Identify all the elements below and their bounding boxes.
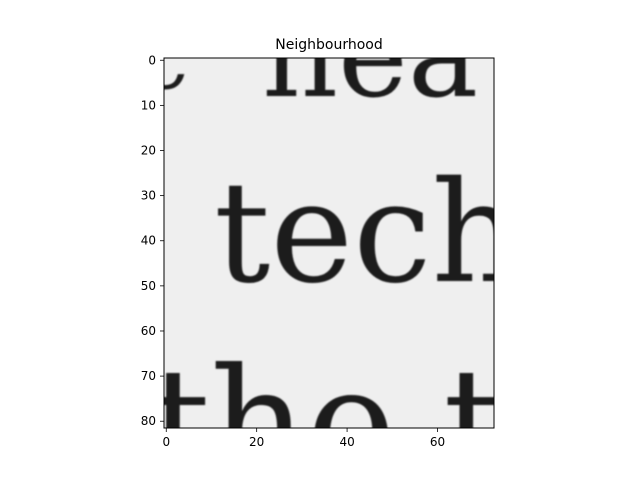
x-tick-label: 60	[430, 435, 445, 449]
image-background	[164, 58, 494, 428]
x-tick-label: 0	[162, 435, 170, 449]
glyph-line-middle: tech	[214, 152, 522, 315]
axes-frame	[163, 57, 495, 429]
chart-title: Neighbourhood	[275, 37, 382, 53]
y-tick-label: 0	[148, 53, 156, 67]
y-tick-label: 40	[141, 234, 156, 248]
y-tick-label: 20	[141, 144, 156, 158]
glyph-line-bottom: the t	[150, 337, 504, 480]
y-tick-label: 50	[141, 279, 156, 293]
scanned-text-glyphs: nea tech the t c	[138, 0, 522, 480]
heatmap-image: nea tech the t c	[138, 0, 522, 480]
y-axis: 0 10 20 30 40 50 60 70 80	[141, 53, 164, 428]
glyph-line-top: nea	[262, 0, 478, 124]
y-tick-label: 60	[141, 324, 156, 338]
x-tick-label: 40	[339, 435, 354, 449]
x-tick-label: 20	[249, 435, 264, 449]
glyph-left-fragment: c	[138, 5, 188, 110]
y-tick-label: 80	[141, 414, 156, 428]
y-tick-label: 30	[141, 189, 156, 203]
x-axis: 0 20 40 60	[162, 428, 445, 449]
y-tick-label: 10	[141, 98, 156, 112]
y-tick-label: 70	[141, 369, 156, 383]
